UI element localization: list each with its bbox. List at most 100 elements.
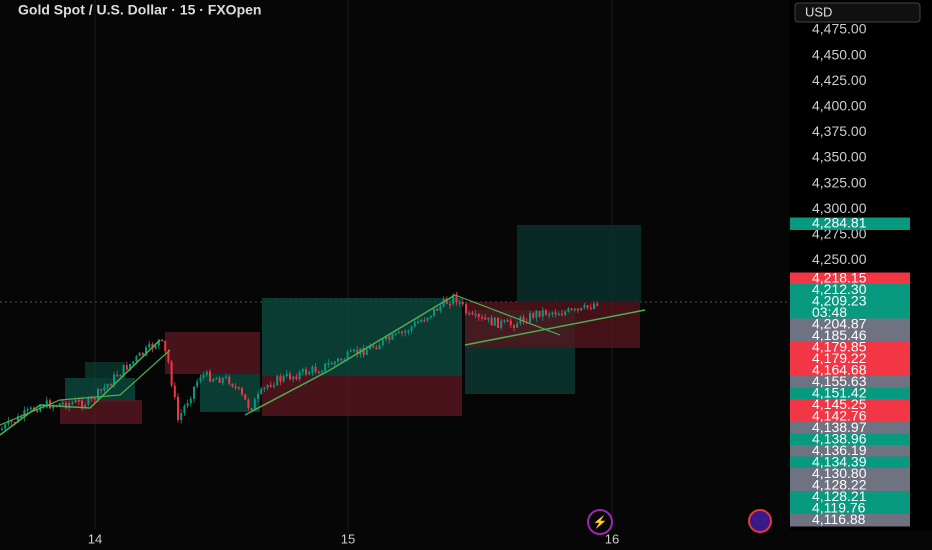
candle-body xyxy=(346,351,349,360)
price-tick-label: 4,350.00 xyxy=(812,149,867,165)
candle-body xyxy=(225,376,227,379)
candle-body xyxy=(52,405,55,409)
candle-body xyxy=(426,317,429,321)
candle-body xyxy=(474,314,477,316)
candle-body xyxy=(308,372,311,375)
candle-body xyxy=(247,399,250,409)
candle-body xyxy=(397,331,400,334)
currency[interactable]: USD xyxy=(805,4,832,19)
candle-body xyxy=(151,343,154,349)
candle-body xyxy=(148,343,151,348)
price-marker xyxy=(790,410,910,423)
candle-body xyxy=(180,413,183,420)
candle-body xyxy=(311,366,314,373)
candle-body xyxy=(109,384,112,386)
price-marker xyxy=(790,295,910,308)
event-icon[interactable] xyxy=(587,509,613,535)
candle-body xyxy=(573,308,576,311)
candle-body xyxy=(436,308,439,311)
candle-body xyxy=(289,373,291,380)
candle-body xyxy=(301,369,304,373)
flag-icon[interactable] xyxy=(748,509,772,533)
candle-body xyxy=(321,371,323,373)
price-marker-label: 4,142.76 xyxy=(812,408,867,424)
price-marker-label: 4,179.85 xyxy=(812,339,867,355)
price-marker-label: 4,185.46 xyxy=(812,327,867,343)
candle-body xyxy=(429,315,432,318)
candle-body xyxy=(199,377,202,382)
candle-body xyxy=(170,361,173,386)
candle-body xyxy=(561,313,563,316)
box-red xyxy=(60,400,142,424)
candle-body xyxy=(36,410,39,412)
candle-body xyxy=(455,294,458,303)
price-marker-label: 4,212.30 xyxy=(812,281,867,297)
candle-body xyxy=(71,402,74,405)
candle-body xyxy=(205,371,208,376)
box-green xyxy=(517,225,641,302)
candle-body xyxy=(407,330,410,333)
candle-body xyxy=(493,317,496,326)
candle-body xyxy=(10,420,13,423)
price-marker-label: 4,218.15 xyxy=(812,270,867,286)
candle-body xyxy=(84,404,87,408)
candle-body xyxy=(340,358,343,361)
candle-body xyxy=(202,375,205,378)
candle-body xyxy=(330,363,333,365)
candle-body xyxy=(167,351,170,362)
candle-body xyxy=(449,303,451,306)
candle-body xyxy=(260,388,263,394)
price-tick-label: 4,375.00 xyxy=(812,123,867,139)
candle-body xyxy=(241,388,243,395)
candle-body xyxy=(273,385,275,387)
price-marker-label: 4,128.21 xyxy=(812,488,867,504)
price-tick-label: 4,400.00 xyxy=(812,98,867,114)
candle-body xyxy=(557,313,560,316)
trendline xyxy=(464,309,646,346)
price-marker-label: 4,136.19 xyxy=(812,442,867,458)
price-marker xyxy=(790,217,910,230)
candle-body xyxy=(509,320,512,326)
candle-body xyxy=(244,394,247,400)
candle-body xyxy=(20,416,23,418)
candle-body xyxy=(81,400,83,408)
candle-body xyxy=(538,311,541,317)
candle-body xyxy=(365,349,368,355)
candle-body xyxy=(314,366,317,372)
candle-body xyxy=(317,371,320,374)
box-red xyxy=(165,332,260,374)
candle-body xyxy=(221,377,224,383)
price-marker-label: 4,130.80 xyxy=(812,465,867,481)
price-marker-label: 4,151.42 xyxy=(812,385,867,401)
candle-body xyxy=(477,314,480,318)
candle-body xyxy=(388,336,391,340)
candle-body xyxy=(23,410,26,418)
candle-body xyxy=(196,381,199,387)
price-marker xyxy=(790,307,910,320)
candle-body xyxy=(522,316,525,322)
candle-body xyxy=(545,310,547,315)
currency-button[interactable] xyxy=(794,2,921,23)
candle-body xyxy=(218,378,221,383)
candle-body xyxy=(106,384,109,388)
price-marker xyxy=(790,502,910,515)
time-label: 14 xyxy=(88,531,102,546)
price-marker-label: 4,128.22 xyxy=(812,477,867,493)
price-marker xyxy=(790,514,910,527)
candles xyxy=(1,291,599,431)
candle-body xyxy=(132,361,135,364)
candle-body xyxy=(503,320,506,322)
candle-body xyxy=(279,375,282,382)
candle-body xyxy=(250,408,253,410)
price-marker xyxy=(790,353,910,366)
candle-body xyxy=(141,352,144,356)
price-marker xyxy=(790,376,910,389)
event-icon-bolt[interactable]: ⚡ xyxy=(593,515,608,529)
price-tick-label: 4,250.00 xyxy=(812,251,867,267)
candle-body xyxy=(404,330,407,333)
candle-body xyxy=(74,400,77,403)
candle-body xyxy=(253,398,256,410)
price-marker-label: 4,179.22 xyxy=(812,350,867,366)
box-red xyxy=(262,376,462,416)
candle-body xyxy=(586,305,589,308)
